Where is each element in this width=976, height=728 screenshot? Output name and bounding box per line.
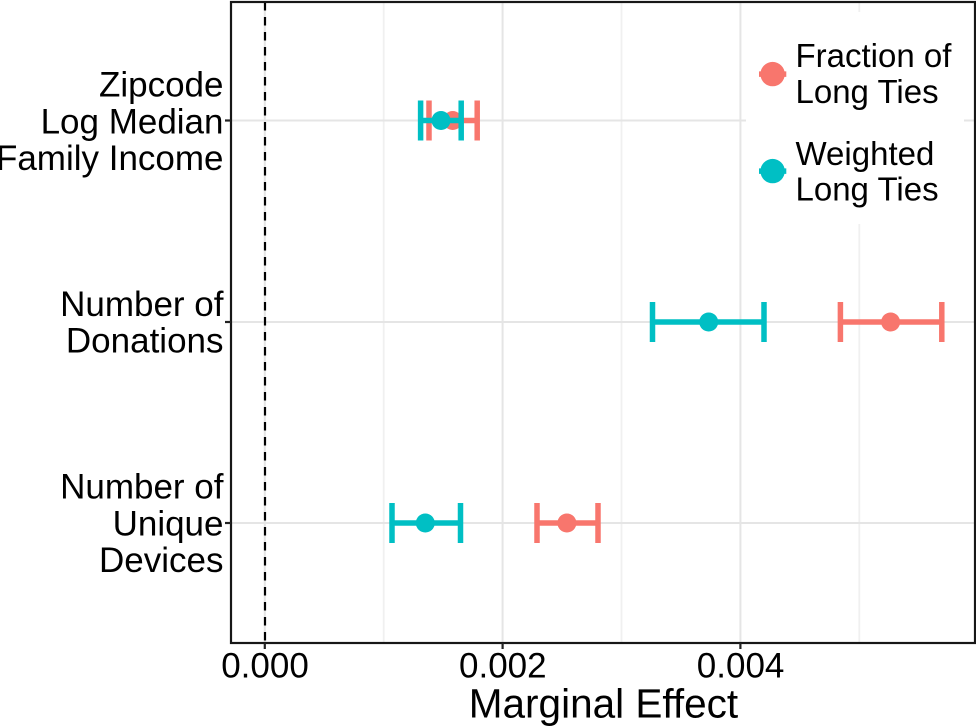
svg-text:0.004: 0.004 — [697, 647, 785, 686]
svg-text:Family Income: Family Income — [0, 139, 224, 178]
svg-text:Devices: Devices — [99, 541, 223, 580]
svg-text:Marginal Effect: Marginal Effect — [469, 681, 738, 727]
svg-text:Weighted: Weighted — [796, 135, 935, 172]
svg-text:Zipcode: Zipcode — [99, 66, 224, 105]
svg-text:Log Median: Log Median — [41, 102, 224, 141]
svg-text:Fraction of: Fraction of — [796, 37, 953, 74]
svg-text:Number of: Number of — [60, 285, 224, 324]
svg-text:Number of: Number of — [60, 468, 224, 507]
svg-text:Long Ties: Long Ties — [796, 171, 939, 208]
svg-text:0.000: 0.000 — [221, 647, 309, 686]
svg-text:0.002: 0.002 — [459, 647, 547, 686]
svg-text:Donations: Donations — [66, 322, 224, 361]
svg-text:Long Ties: Long Ties — [796, 73, 939, 110]
svg-text:Unique: Unique — [113, 504, 224, 543]
